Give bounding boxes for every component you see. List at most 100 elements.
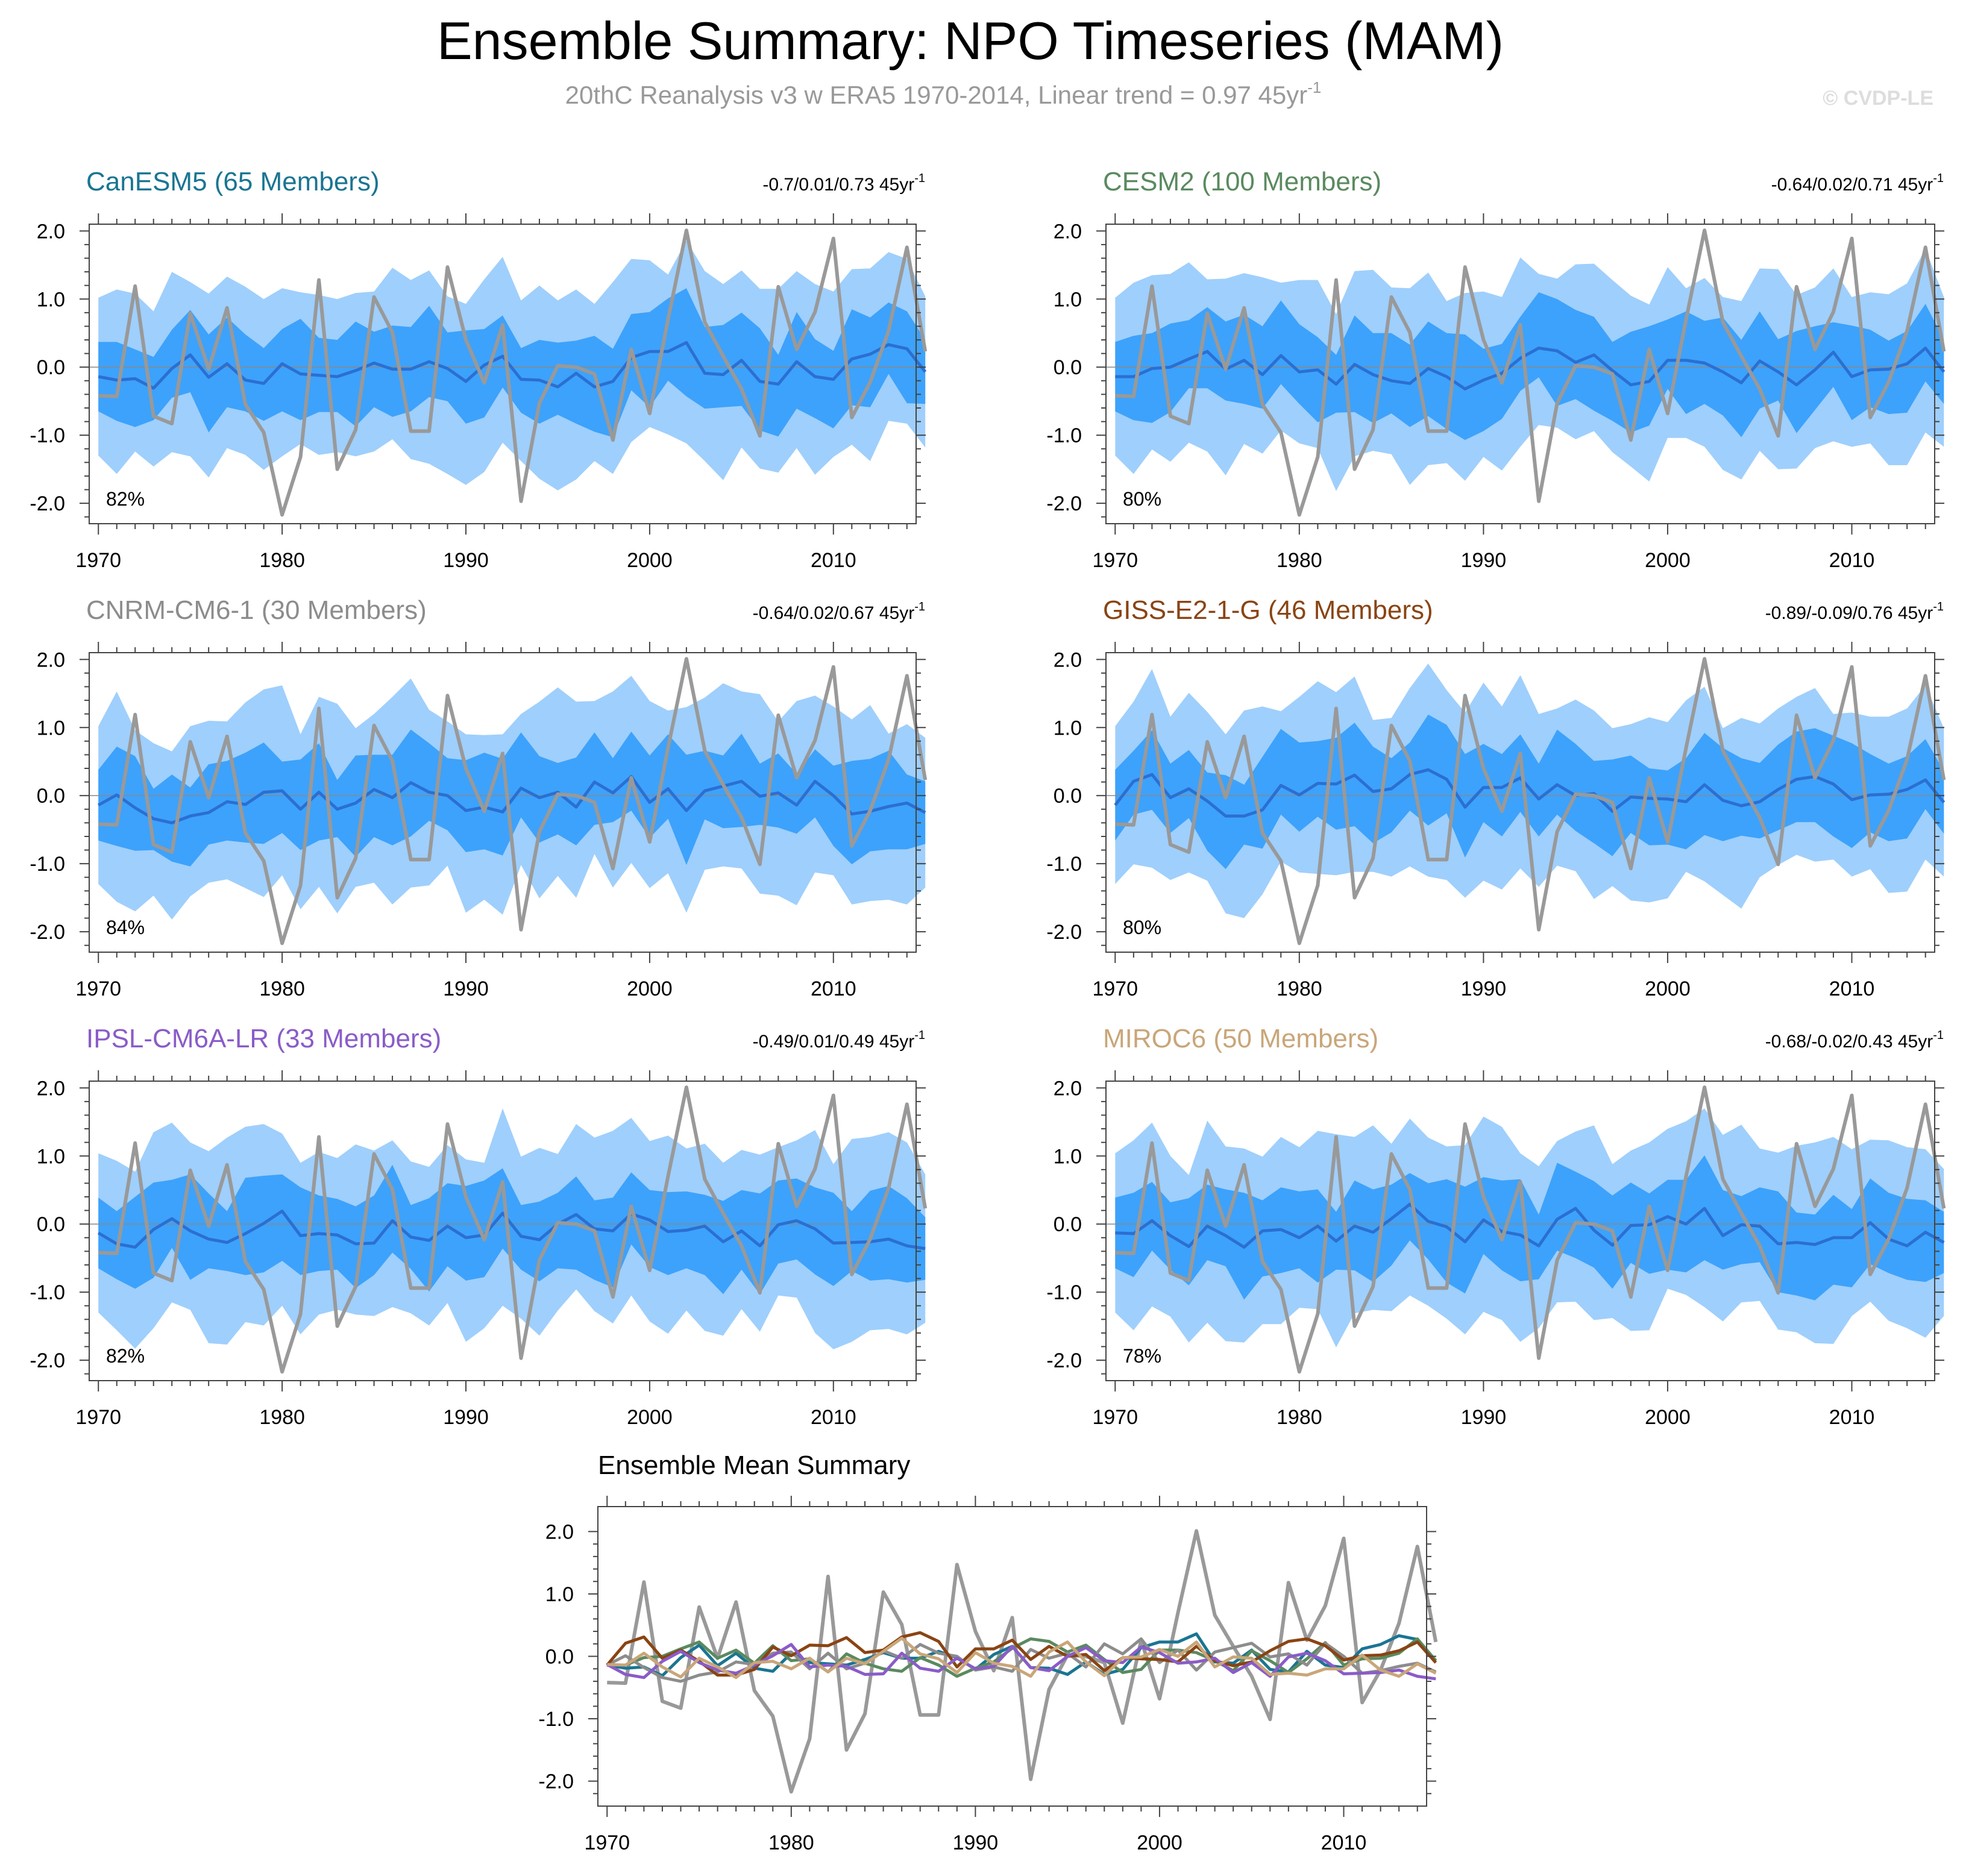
x-tick-label: 1970 — [75, 549, 121, 572]
main-title: Ensemble Summary: NPO Timeseries (MAM) — [437, 11, 1504, 71]
y-tick-label: 1.0 — [37, 717, 65, 739]
trend-stats-superscript: -1 — [914, 1029, 925, 1042]
x-tick-label: 1970 — [1092, 1406, 1138, 1429]
x-tick-label: 2000 — [1645, 549, 1691, 572]
y-tick-label: 0.0 — [1054, 1213, 1082, 1236]
model-panel-3: GISS-E2-1-G (46 Members) -0.89/-0.09/0.76… — [1046, 595, 1946, 1000]
y-tick-label: 0.0 — [1054, 356, 1082, 379]
y-tick-label: -2.0 — [538, 1771, 574, 1793]
summary-observed-line — [607, 1529, 1438, 1794]
y-tick-label: -1.0 — [30, 1281, 65, 1304]
panel-title: MIROC6 (50 Members) — [1103, 1024, 1378, 1053]
y-tick-label: 1.0 — [37, 1145, 65, 1168]
model-panel-5: MIROC6 (50 Members) -0.68/-0.02/0.43 45yr… — [1046, 1024, 1946, 1429]
observed-line — [98, 228, 928, 517]
x-tick-label: 1990 — [1461, 549, 1507, 572]
y-tick-label: -1.0 — [30, 424, 65, 447]
x-tick-label: 2000 — [1645, 1406, 1691, 1429]
model-panel-0: CanESM5 (65 Members) -0.7/0.01/0.73 45yr-… — [30, 167, 928, 572]
trend-stats-text: -0.49/0.01/0.49 45yr — [753, 1032, 915, 1052]
percent-label: 82% — [106, 488, 145, 510]
x-tick-label: 2000 — [1137, 1831, 1183, 1854]
trend-stats: -0.68/-0.02/0.43 45yr-1 — [1765, 1029, 1944, 1052]
percent-label: 84% — [106, 917, 145, 938]
y-tick-label: 1.0 — [1054, 288, 1082, 311]
trend-stats: -0.64/0.02/0.67 45yr-1 — [753, 600, 925, 623]
x-tick-label: 1970 — [75, 977, 121, 1000]
model-panel-2: CNRM-CM6-1 (30 Members) -0.64/0.02/0.67 4… — [30, 595, 928, 1000]
trend-stats: -0.64/0.02/0.71 45yr-1 — [1771, 172, 1944, 195]
y-tick-label: -2.0 — [1046, 492, 1082, 515]
summary-model-line-1 — [607, 1637, 1437, 1678]
y-tick-label: -1.0 — [1046, 853, 1082, 876]
y-tick-label: 2.0 — [37, 648, 65, 671]
y-tick-label: 2.0 — [37, 220, 65, 243]
inner-percentile-band — [1115, 714, 1944, 870]
y-tick-label: -2.0 — [30, 1349, 65, 1372]
y-tick-label: 1.0 — [1054, 1145, 1082, 1168]
y-tick-label: -1.0 — [1046, 1281, 1082, 1304]
panels: CanESM5 (65 Members) -0.7/0.01/0.73 45yr-… — [30, 167, 1946, 1854]
y-tick-label: 0.0 — [545, 1646, 574, 1669]
x-tick-label: 1980 — [259, 977, 305, 1000]
x-tick-label: 2010 — [1829, 977, 1875, 1000]
x-tick-label: 1970 — [1092, 549, 1138, 572]
x-tick-label: 1990 — [443, 1406, 489, 1429]
observed-line — [1115, 228, 1946, 517]
trend-stats-superscript: -1 — [1933, 1029, 1944, 1042]
observed-line — [98, 1085, 928, 1374]
x-tick-label: 1990 — [1461, 1406, 1507, 1429]
y-tick-label: 0.0 — [37, 785, 65, 808]
y-tick-label: 1.0 — [545, 1583, 574, 1606]
x-tick-label: 1970 — [1092, 977, 1138, 1000]
trend-stats-text: -0.89/-0.09/0.76 45yr — [1765, 603, 1933, 623]
panel-title: CESM2 (100 Members) — [1103, 167, 1381, 196]
x-tick-label: 2000 — [627, 1406, 673, 1429]
y-tick-label: 2.0 — [1054, 648, 1082, 671]
x-tick-label: 1970 — [75, 1406, 121, 1429]
observed-line — [1115, 657, 1946, 946]
panel-title: GISS-E2-1-G (46 Members) — [1103, 595, 1433, 625]
trend-stats-superscript: -1 — [914, 172, 925, 185]
model-panel-4: IPSL-CM6A-LR (33 Members) -0.49/0.01/0.49… — [30, 1024, 928, 1429]
x-tick-label: 2000 — [627, 977, 673, 1000]
y-tick-label: -1.0 — [538, 1708, 574, 1731]
trend-stats: -0.7/0.01/0.73 45yr-1 — [762, 172, 925, 195]
y-tick-label: 2.0 — [37, 1077, 65, 1100]
x-tick-label: 1980 — [768, 1831, 814, 1854]
ensemble-mean-summary-panel: Ensemble Mean Summary 1970 1980 1990 2000 201… — [538, 1451, 1438, 1854]
x-tick-label: 1980 — [259, 549, 305, 572]
x-tick-label: 1990 — [953, 1831, 999, 1854]
x-tick-label: 1990 — [1461, 977, 1507, 1000]
x-tick-label: 1980 — [1277, 977, 1322, 1000]
x-tick-label: 2010 — [811, 977, 856, 1000]
x-tick-label: 1970 — [584, 1831, 630, 1854]
y-tick-label: -2.0 — [1046, 1349, 1082, 1372]
summary-title: Ensemble Mean Summary — [598, 1451, 910, 1480]
panel-title: CanESM5 (65 Members) — [86, 167, 380, 196]
trend-stats: -0.49/0.01/0.49 45yr-1 — [753, 1029, 925, 1052]
observed-line — [1115, 1085, 1946, 1374]
y-tick-label: 2.0 — [1054, 1077, 1082, 1100]
x-tick-label: 1980 — [1277, 549, 1322, 572]
y-tick-label: -2.0 — [1046, 921, 1082, 944]
panel-title: IPSL-CM6A-LR (33 Members) — [86, 1024, 441, 1053]
percent-label: 78% — [1123, 1345, 1161, 1367]
ensemble-mean-line — [1114, 768, 1946, 818]
x-tick-label: 1990 — [443, 977, 489, 1000]
y-tick-label: 0.0 — [37, 1213, 65, 1236]
subtitle-superscript: -1 — [1307, 78, 1321, 96]
ensemble-mean-line — [1115, 1202, 1945, 1249]
observed-line — [98, 657, 928, 946]
trend-stats-text: -0.7/0.01/0.73 45yr — [762, 175, 914, 195]
model-panel-1: CESM2 (100 Members) -0.64/0.02/0.71 45yr-… — [1046, 167, 1946, 572]
x-tick-label: 1980 — [1277, 1406, 1322, 1429]
ensemble-mean-line — [98, 341, 927, 390]
percent-label: 80% — [1123, 488, 1161, 510]
trend-stats-superscript: -1 — [914, 600, 925, 613]
trend-stats: -0.89/-0.09/0.76 45yr-1 — [1765, 600, 1944, 623]
trend-stats-text: -0.64/0.02/0.67 45yr — [753, 603, 915, 623]
ensemble-mean-line — [1115, 347, 1946, 391]
x-tick-label: 2010 — [1829, 549, 1875, 572]
